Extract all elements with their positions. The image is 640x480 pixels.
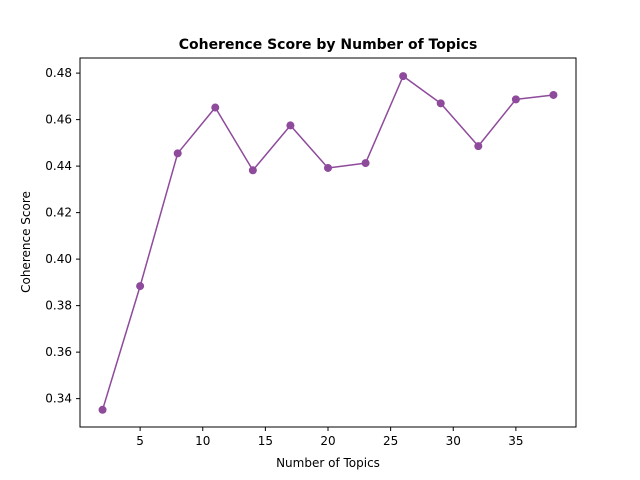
x-tick-label: 35 [508, 434, 523, 448]
data-point [399, 72, 408, 81]
data-point [436, 99, 445, 108]
data-point [474, 142, 483, 151]
y-tick-label: 0.44 [45, 159, 72, 173]
x-tick-label: 25 [383, 434, 398, 448]
y-tick-label: 0.42 [45, 206, 72, 220]
axis-ticks: 5 10 15 20 25 30 35 0.34 0.36 0.38 0.40 0.42 0.44 0.4… [45, 66, 523, 448]
y-tick-label: 0.38 [45, 299, 72, 313]
data-point [248, 166, 257, 175]
y-tick-label: 0.36 [45, 345, 72, 359]
y-tick-label: 0.48 [45, 66, 72, 80]
plot-area [98, 72, 558, 414]
x-tick-label: 15 [258, 434, 273, 448]
x-tick-label: 10 [195, 434, 210, 448]
data-point [549, 90, 558, 99]
x-tick-label: 20 [320, 434, 335, 448]
y-axis-label: Coherence Score [19, 191, 33, 293]
x-axis-label: Number of Topics [276, 456, 380, 470]
x-tick-label: 30 [446, 434, 461, 448]
data-point [361, 159, 370, 168]
y-tick-label: 0.40 [45, 252, 72, 266]
data-point [173, 149, 182, 158]
y-tick-label: 0.46 [45, 113, 72, 127]
data-point [136, 282, 145, 291]
x-tick-label: 5 [136, 434, 144, 448]
y-tick-label: 0.34 [45, 392, 72, 406]
data-point [98, 405, 107, 414]
data-point [511, 95, 520, 104]
data-point [324, 163, 332, 172]
data-point [211, 103, 220, 112]
data-point [286, 121, 295, 130]
chart-title: Coherence Score by Number of Topics [179, 37, 478, 53]
